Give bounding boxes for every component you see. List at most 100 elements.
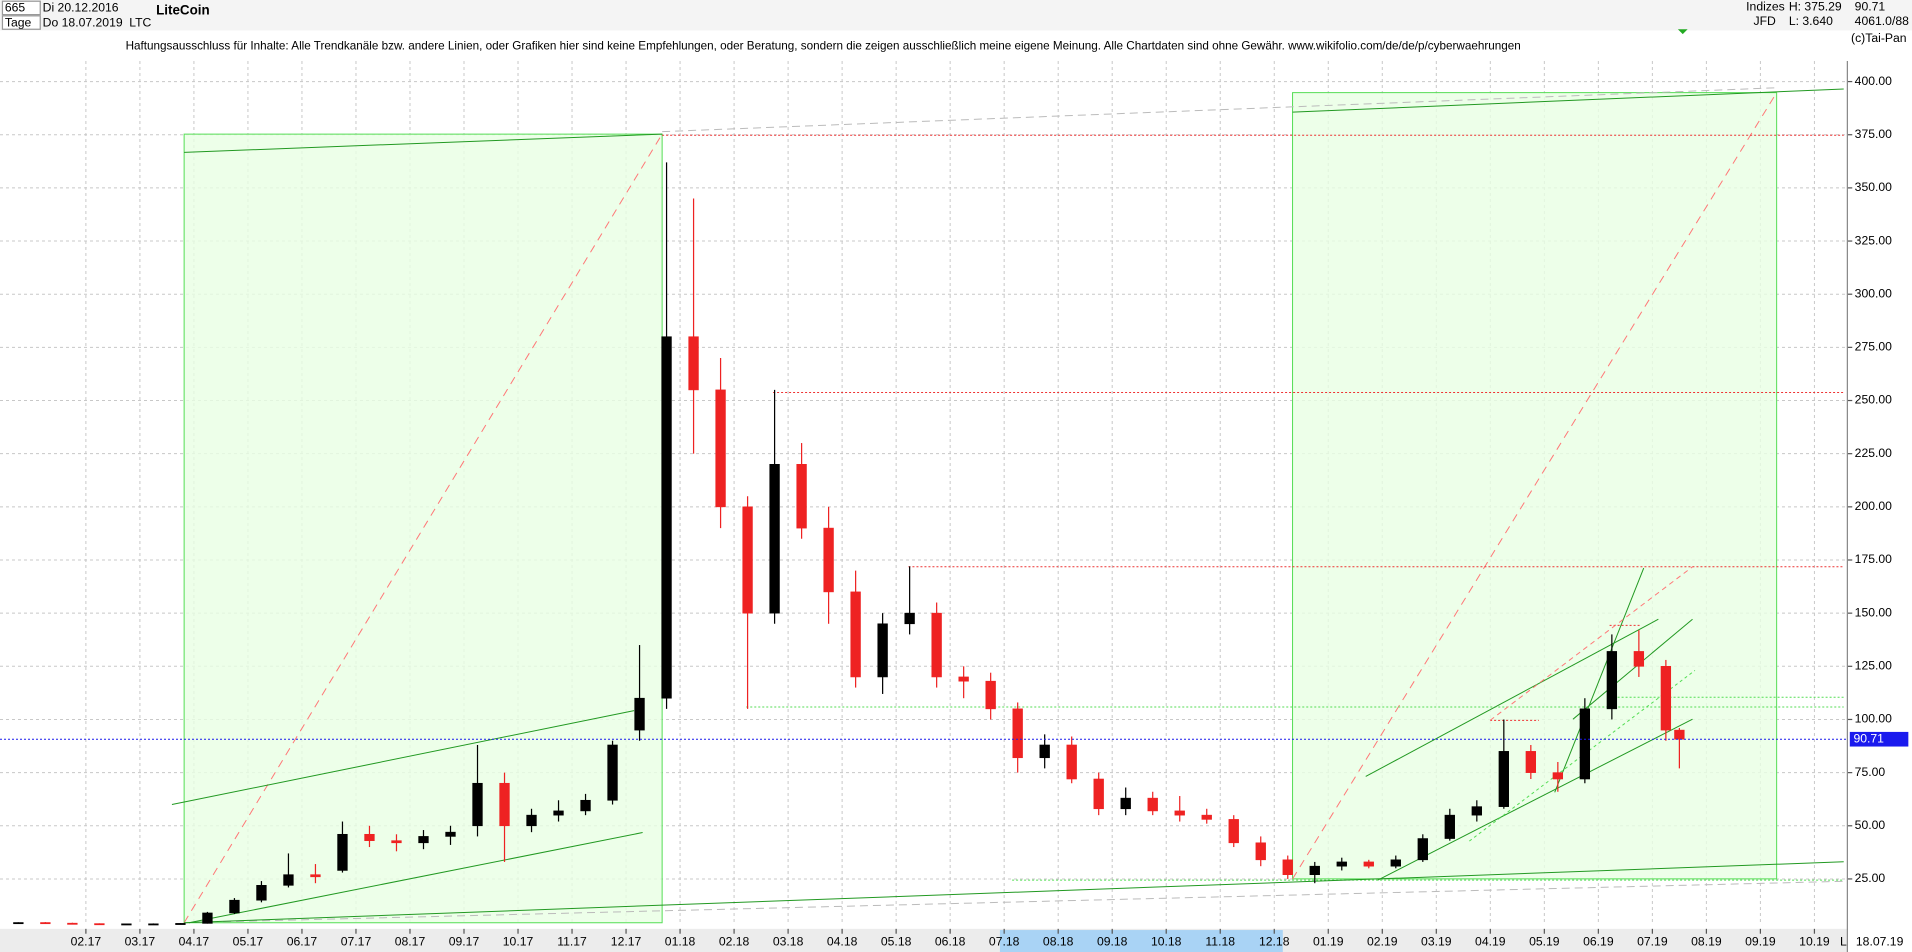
x-tick-label: 09.18	[1097, 934, 1128, 948]
x-tick-label: 07.17	[341, 934, 372, 948]
candles: 90.71	[0, 162, 1909, 926]
candle-body	[283, 874, 294, 886]
x-tick-label: 08.19	[1691, 934, 1722, 948]
gray-line	[662, 88, 1777, 132]
x-tick-label: 09.17	[449, 934, 480, 948]
x-tick-label: 10.19	[1799, 934, 1830, 948]
trend-line	[1555, 568, 1644, 792]
x-tick-label: 03.17	[125, 934, 156, 948]
candle-body	[958, 676, 969, 682]
id-box[interactable]	[1, 0, 41, 16]
candle-body	[40, 922, 51, 925]
x-tick-label: 05.18	[881, 934, 912, 948]
gray-line	[184, 881, 1844, 922]
candle-body	[1417, 838, 1428, 861]
candle-body	[229, 899, 240, 914]
x-tick-label: 07.19	[1637, 934, 1668, 948]
x-tick-label: 11.17	[557, 934, 587, 948]
candle-body	[769, 464, 780, 614]
last-price-label: 90.71	[1853, 731, 1884, 745]
candle-body	[1390, 859, 1401, 867]
marker	[1677, 29, 1688, 35]
x-tick-label: 02.18	[719, 934, 750, 948]
candle-body	[1552, 772, 1564, 780]
x-tick-label: 09.19	[1745, 934, 1776, 948]
header-market: Indizes	[1746, 0, 1785, 14]
last-price-box	[1849, 731, 1909, 747]
header-start: Di 20.12.2016	[43, 1, 119, 15]
candle-body	[175, 923, 186, 925]
candle-body	[1498, 751, 1509, 807]
candle-body	[1228, 819, 1239, 844]
header-id: 665	[5, 1, 26, 15]
x-tick-label: 07.18	[989, 934, 1020, 948]
x-tick-label: 02.19	[1367, 934, 1398, 948]
candle-body	[67, 922, 78, 925]
candle-body	[742, 506, 753, 614]
trend-line	[1469, 670, 1695, 841]
candle-body	[823, 527, 834, 593]
x-tick-label: 02.17	[71, 934, 102, 948]
candle-body	[1606, 651, 1618, 710]
candle-body	[904, 612, 915, 625]
candle-body	[661, 336, 672, 699]
period-box[interactable]	[1, 15, 41, 30]
candle-body	[985, 680, 996, 710]
candle-body	[607, 744, 618, 801]
y-tick-label: 175.00	[1855, 552, 1893, 566]
header-high: H: 375.29	[1789, 0, 1842, 14]
y-tick-label: 75.00	[1855, 765, 1886, 779]
candle-body	[1093, 778, 1104, 810]
candle-body	[202, 912, 213, 924]
x-tick-label: 04.17	[179, 934, 210, 948]
candle-body	[1282, 859, 1293, 875]
x-tick-label: 12.18	[1259, 934, 1290, 948]
candle-body	[13, 922, 24, 925]
candle-body	[445, 831, 456, 837]
candle-body	[364, 833, 375, 841]
y-tick-label: 300.00	[1855, 286, 1893, 300]
x-tick-label: 06.18	[935, 934, 966, 948]
box-2017	[184, 134, 662, 923]
x-tick-label: 10.17	[503, 934, 534, 948]
candle-body	[1336, 861, 1347, 867]
x-tick-label: 04.18	[827, 934, 858, 948]
x-tick-label: 12.17	[611, 934, 642, 948]
candle-body	[1309, 865, 1320, 875]
x-tick-label: 11.18	[1205, 934, 1235, 948]
trend-line	[172, 711, 634, 805]
candle-body	[1674, 729, 1685, 740]
trend-line	[1366, 619, 1659, 776]
candle-body	[256, 885, 267, 901]
trend-line	[184, 862, 1844, 923]
candle-body	[688, 336, 699, 391]
x-tick-label: 05.19	[1529, 934, 1560, 948]
candle-body	[472, 782, 483, 827]
y-tick-label: 150.00	[1855, 605, 1893, 619]
x-tick-label: 06.17	[287, 934, 318, 948]
candle-body	[418, 836, 429, 844]
candle-body	[337, 833, 348, 871]
header-end: Do 18.07.2019	[43, 15, 123, 29]
header-low: L: 3.640	[1789, 14, 1833, 28]
y-tick-label: 25.00	[1855, 871, 1886, 885]
candle-body	[931, 612, 942, 678]
x-tick-label: 01.18	[665, 934, 696, 948]
x-tick-label: 05.17	[233, 934, 264, 948]
x-axis-highlight	[999, 930, 1283, 952]
annotations	[172, 29, 1844, 922]
y-tick-label: 100.00	[1855, 712, 1893, 726]
candle-body	[1012, 708, 1023, 759]
x-tick-label: 08.17	[395, 934, 426, 948]
box-2019	[1293, 93, 1777, 879]
x-tick-label: 04.19	[1475, 934, 1506, 948]
candle-body	[1471, 806, 1482, 816]
header-source: JFD	[1753, 14, 1776, 28]
trend-line	[1573, 619, 1693, 719]
y-tick-label: 400.00	[1855, 74, 1893, 88]
last-date: 18.07.19	[1856, 934, 1904, 948]
candle-body	[1525, 751, 1537, 773]
y-tick-label: 375.00	[1855, 127, 1893, 141]
trend-line	[1378, 719, 1693, 880]
